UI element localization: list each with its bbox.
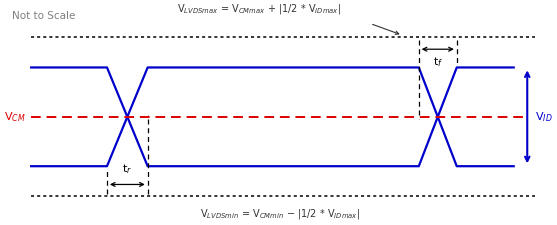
Text: V$_{CM}$: V$_{CM}$ — [4, 110, 26, 124]
Text: V$_{LVDS min}$ = V$_{CM min}$ − |1/2 * V$_{ID max}$|: V$_{LVDS min}$ = V$_{CM min}$ − |1/2 * V… — [201, 207, 360, 221]
Text: t$_f$: t$_f$ — [433, 56, 443, 70]
Text: Not to Scale: Not to Scale — [12, 11, 75, 20]
Text: t$_r$: t$_r$ — [123, 162, 133, 176]
Text: V$_{ID}$: V$_{ID}$ — [535, 110, 553, 124]
Text: V$_{LVDS max}$ = V$_{CM max}$ + |1/2 * V$_{ID max}$|: V$_{LVDS max}$ = V$_{CM max}$ + |1/2 * V… — [177, 2, 341, 16]
